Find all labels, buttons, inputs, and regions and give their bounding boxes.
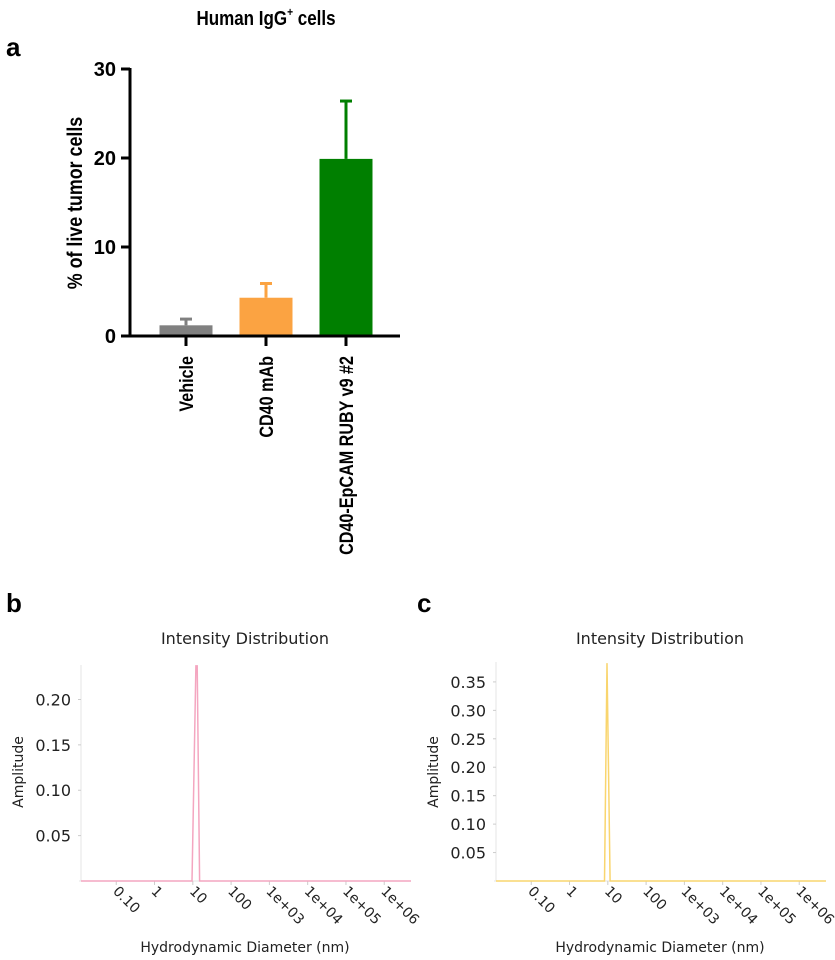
y-tick-label: 0.10 [450, 815, 486, 834]
y-tick-label: 0.20 [35, 690, 71, 709]
chart-c-title: Intensity Distribution [576, 629, 744, 648]
panel-label-c: c [417, 588, 431, 618]
x-tick-label: 0.10 [524, 884, 557, 917]
chart-a-title: Human IgG+ cells [196, 6, 335, 29]
y-tick-label: 20 [94, 148, 116, 170]
x-tick-label: 1e+04 [301, 884, 346, 929]
x-tick-label: 1 [563, 884, 581, 902]
y-tick-label: 0.20 [450, 758, 486, 777]
chart-c-xlabel: Hydrodynamic Diameter (nm) [555, 940, 764, 956]
chart-a-ylabel: % of live tumor cells [64, 117, 88, 290]
y-tick-label: 0.15 [450, 787, 486, 806]
x-tick-label: 1e+05 [339, 884, 384, 929]
x-tick-label: 10 [601, 884, 625, 908]
y-tick-label: 0.35 [450, 673, 486, 692]
chart-c: 0.05 0.10 0.15 0.20 0.25 0.30 0.35 0.10 1 10 100 1e… [450, 662, 835, 928]
y-tick-label: 0.15 [35, 736, 71, 755]
x-tick-label: 100 [639, 884, 669, 914]
y-tick-label: 10 [94, 237, 116, 259]
panel-label-a: a [6, 32, 21, 62]
distribution-line [496, 663, 826, 882]
x-tick-label: 1e+03 [678, 884, 723, 929]
y-tick-label: 0.10 [35, 781, 71, 800]
x-tick-label: 10 [186, 884, 210, 908]
x-tick-label: 1e+05 [754, 884, 799, 929]
x-tick-label: Vehicle [176, 356, 198, 412]
distribution-line [81, 665, 411, 882]
y-tick-label: 0.30 [450, 701, 486, 720]
bar-cd40-epcam-ruby-v9-2 [319, 158, 373, 335]
chart-a: 0 10 20 30 Vehicle CD40 mAb CD40-EpCAM RUBY v9… [94, 59, 400, 555]
chart-b: 0.050.100.150.200.10 1 10 100 1e+031e+041e+0… [35, 665, 422, 928]
chart-b-xlabel: Hydrodynamic Diameter (nm) [140, 940, 349, 956]
chart-b-ylabel: Amplitude [11, 736, 27, 808]
x-tick-label: CD40-EpCAM RUBY v9 #2 [336, 356, 358, 555]
y-tick-label: 0.05 [450, 844, 486, 863]
y-tick-label: 30 [94, 59, 116, 81]
y-tick-label: 0.05 [35, 827, 71, 846]
chart-b-title: Intensity Distribution [161, 629, 329, 648]
x-tick-label: 1e+04 [716, 884, 761, 929]
x-tick-label: 1 [148, 884, 166, 902]
bar-vehicle [159, 325, 213, 335]
x-tick-label: 100 [224, 884, 254, 914]
x-tick-label: CD40 mAb [256, 356, 278, 438]
x-tick-label: 1e+06 [377, 884, 422, 929]
x-tick-label: 1e+03 [263, 884, 308, 929]
x-tick-label: 1e+06 [792, 884, 835, 929]
y-tick-label: 0 [105, 326, 116, 348]
y-tick-label: 0.25 [450, 730, 486, 749]
bar-cd40-mab [239, 297, 293, 335]
chart-c-ylabel: Amplitude [426, 736, 442, 808]
panel-label-b: b [6, 588, 22, 618]
x-tick-label: 0.10 [109, 884, 142, 917]
